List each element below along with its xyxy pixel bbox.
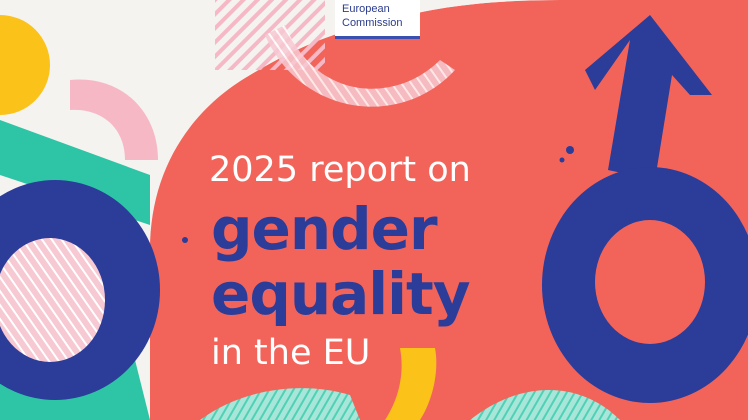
title-line-in-the-eu: in the EU <box>211 333 371 373</box>
teal-stripes-bottom-right <box>470 390 620 420</box>
logo-line-commission: Commission <box>342 17 403 29</box>
yellow-arc-bottom <box>385 348 437 420</box>
yellow-circle <box>0 15 50 115</box>
european-commission-logo[interactable]: European Commission <box>335 0 420 39</box>
title-line-equality: equality <box>211 260 471 328</box>
teal-stripes-bottom <box>200 388 360 420</box>
navy-ring-left-inner <box>0 238 105 362</box>
navy-male-arrow <box>585 15 712 180</box>
navy-dot-2 <box>559 157 565 163</box>
title-line-year: 2025 report on <box>209 150 471 190</box>
navy-male-ring-inner <box>595 220 705 344</box>
title-line-gender: gender <box>211 195 438 263</box>
navy-dot-1 <box>566 146 574 154</box>
pale-striped-arc <box>265 25 455 107</box>
pink-quarter-ring <box>70 79 158 160</box>
logo-line-european: European <box>342 3 390 15</box>
navy-dot-3 <box>182 237 188 243</box>
